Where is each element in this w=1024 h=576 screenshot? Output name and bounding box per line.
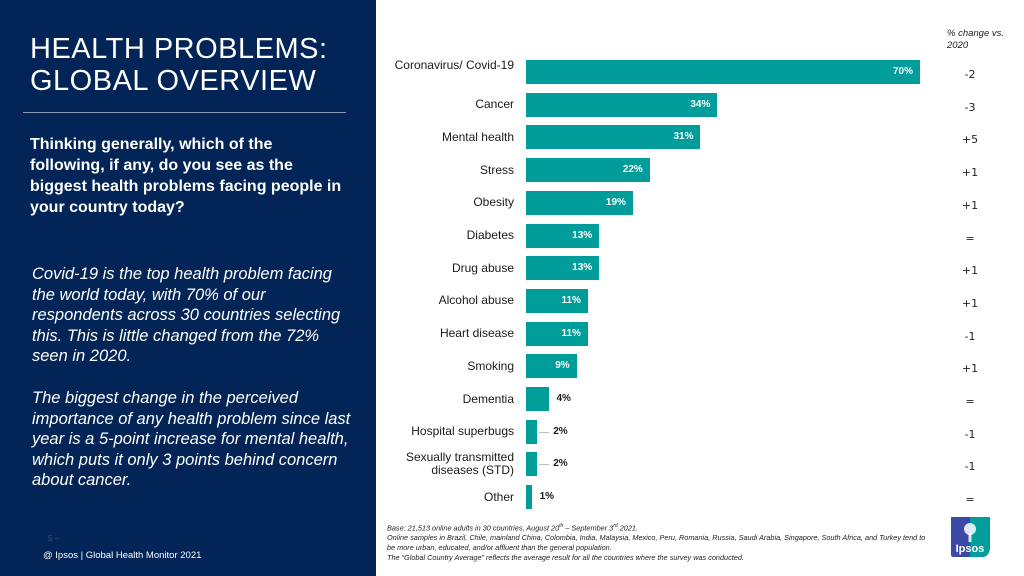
change-value: = [965, 395, 975, 408]
change-header-text: % change vs. 2020 [947, 28, 1005, 51]
bar[interactable] [526, 452, 538, 477]
change-value: +1 [961, 296, 979, 310]
change-value: +1 [961, 166, 979, 180]
left-panel: HEALTH PROBLEMS: GLOBAL OVERVIEW Thinkin… [0, 0, 376, 576]
ipsos-logo: Ipsos [950, 517, 990, 557]
bar[interactable] [526, 321, 588, 346]
page-number: 5 – [48, 534, 60, 543]
bar-value-label: 2% [553, 458, 568, 470]
bar[interactable] [526, 223, 600, 248]
sample-note: Online samples in Brazil, Chile, mainlan… [387, 533, 926, 553]
base-note: Base: 21,513 online adults in 30 countri… [387, 521, 932, 533]
bar[interactable] [526, 92, 718, 117]
bar[interactable] [526, 354, 577, 379]
change-value: -1 [964, 427, 976, 441]
base-note-text: – September 3 [563, 523, 614, 533]
category-label: Heart disease [439, 326, 514, 341]
category-label: Drug abuse [451, 260, 514, 275]
change-value: = [965, 231, 975, 245]
leader-line [539, 431, 550, 433]
bar-value-label: 11% [561, 294, 581, 306]
bar[interactable] [526, 158, 650, 183]
change-value: +1 [961, 362, 979, 376]
survey-question: Thinking generally, which of the followi… [30, 136, 342, 216]
bar[interactable] [526, 387, 549, 411]
base-note-sup: th [559, 523, 564, 529]
bar-value-label: 4% [556, 393, 571, 404]
bar-value-label: 9% [555, 360, 570, 372]
bar[interactable] [526, 485, 532, 510]
category-label: Mental health [441, 129, 514, 144]
change-value: -1 [964, 329, 976, 343]
category-label: Hospital superbugs [411, 424, 514, 439]
footnotes: Base: 21,513 online adults in 30 countri… [387, 521, 932, 563]
bar-value-label: 11% [561, 327, 581, 339]
bar-value-label: 2% [553, 425, 568, 437]
bar-value-label: 22% [622, 164, 643, 176]
footer-credit: @ Ipsos | Global Health Monitor 2021 [43, 550, 202, 561]
change-value: +1 [961, 198, 979, 212]
category-label: Alcohol abuse [438, 293, 514, 308]
category-label: Coronavirus/ Covid-19 [394, 58, 514, 72]
bar-value-label: 19% [605, 196, 626, 208]
leader-line [539, 464, 550, 466]
bar[interactable] [526, 419, 538, 444]
category-label: Other [483, 489, 514, 504]
bar-value-label: 1% [539, 491, 555, 503]
bar[interactable] [526, 125, 701, 150]
change-value: -1 [964, 460, 976, 474]
change-value: +1 [961, 264, 979, 278]
bar[interactable] [526, 256, 600, 281]
average-note: The “Global Country Average” reflects th… [387, 553, 744, 563]
change-value: = [965, 493, 975, 507]
category-label: Diabetes [466, 228, 514, 242]
bar-value-label: 34% [690, 98, 711, 110]
category-label: Obesity [473, 195, 514, 210]
base-note-text: Base: 21,513 online adults in 30 countri… [387, 523, 560, 533]
change-value: +5 [961, 133, 979, 147]
base-note-text: 2021. [617, 523, 638, 533]
page-title: HEALTH PROBLEMS: GLOBAL OVERVIEW [30, 33, 328, 97]
category-label: Stress [479, 162, 514, 177]
bar-value-label: 13% [572, 229, 593, 241]
change-column-header: % change vs. 2020 [947, 28, 1024, 52]
insight-text-1: Covid-19 is the top health problem facin… [32, 265, 341, 366]
bar[interactable] [526, 60, 920, 84]
category-label: Sexually transmitted diseases (STD) [405, 450, 514, 478]
category-label: Dementia [462, 391, 514, 406]
change-value: -3 [964, 100, 976, 114]
category-label: Cancer [475, 97, 514, 112]
bar[interactable] [526, 190, 633, 215]
bar-value-label: 70% [892, 66, 913, 77]
svg-text:Ipsos: Ipsos [956, 543, 985, 555]
bar[interactable] [526, 288, 588, 313]
bar-value-label: 13% [572, 262, 593, 274]
title-divider [23, 112, 346, 113]
base-note-sup: rd [613, 523, 618, 529]
ipsos-logo-icon: Ipsos [951, 517, 990, 557]
insight-text-2: The biggest change in the perceived impo… [32, 389, 351, 490]
change-value: -2 [964, 68, 976, 81]
bar-value-label: 31% [673, 131, 694, 143]
category-label: Smoking [467, 358, 514, 373]
